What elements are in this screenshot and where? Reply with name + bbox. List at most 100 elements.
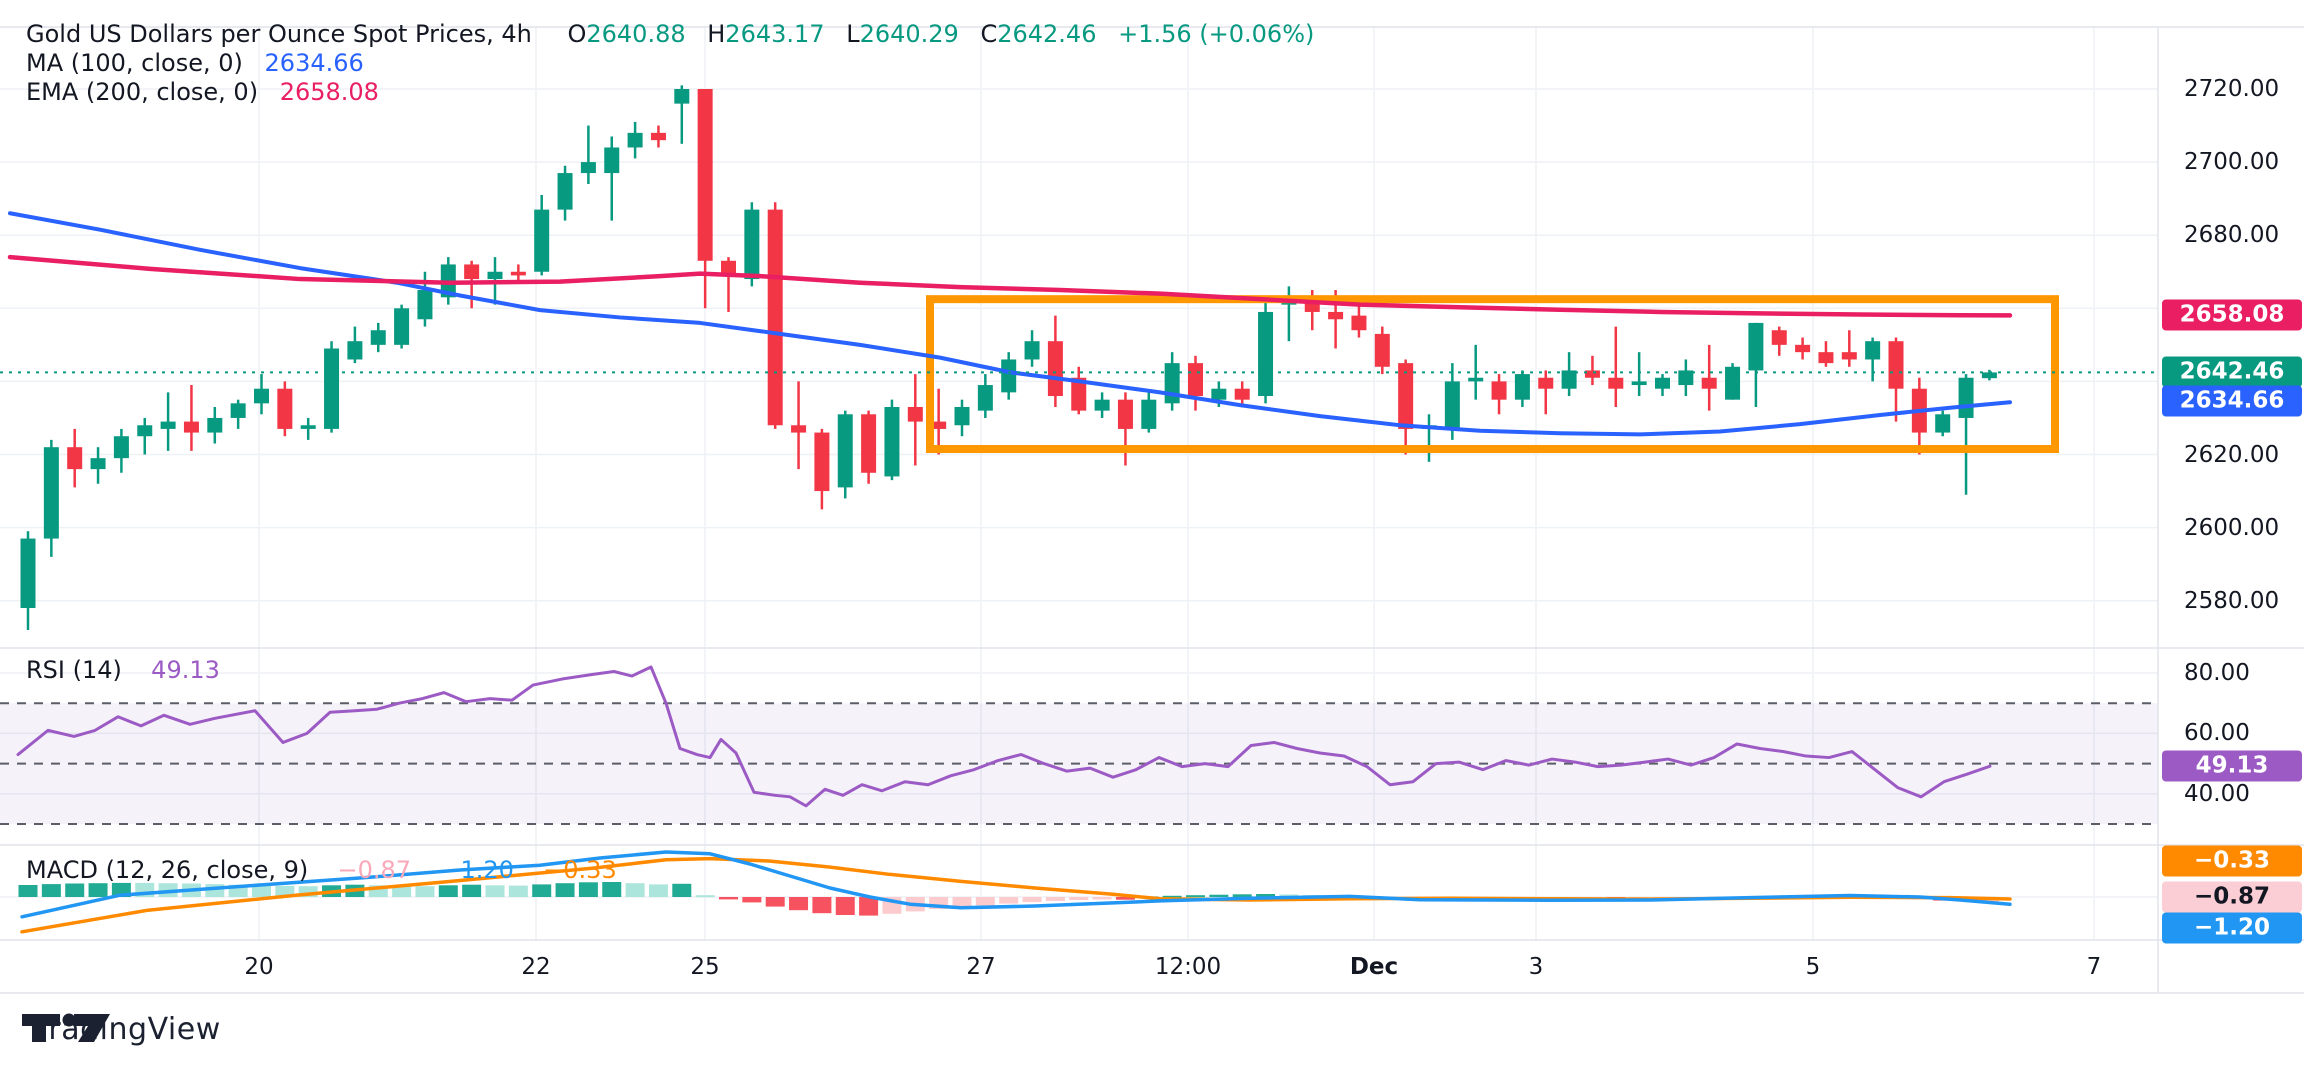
candle-body [884,406,900,477]
macd-histogram-bar [1022,897,1042,903]
ema-legend-row[interactable]: EMA (200, close, 0) 2658.08 [26,78,1314,107]
macd-histogram-bar [555,883,575,897]
candle-body [1117,399,1133,429]
candle-body [1351,315,1367,331]
last-price-badge: 2642.46 [2162,356,2302,388]
macd-histogram-bar [532,884,552,897]
macd-histogram-bar [392,885,412,897]
ma-value: 2634.66 [264,49,364,77]
time-axis-label: Dec [1349,954,1399,980]
macd-line-value: −1.20 [440,856,514,884]
price-axis-label: 2680.00 [2184,222,2280,249]
candle-body [837,414,853,488]
candle-body [1538,377,1554,389]
macd-histogram-bar [742,897,762,903]
candle-body [67,447,83,470]
macd-histogram-bar [275,885,295,897]
time-axis-label: 22 [521,954,551,980]
symbol-ohlc-row: Gold US Dollars per Ounce Spot Prices, 4… [26,20,1314,49]
ema200-line [7,254,2013,318]
rsi-axis-label: 40.00 [2184,780,2250,807]
macd-histogram-bar [438,885,458,897]
ma-label: MA (100, close, 0) [26,49,243,77]
symbol-legend[interactable]: Gold US Dollars per Ounce Spot Prices, 4… [26,20,1314,107]
candle-body [650,132,666,141]
macd-histogram-bar [1115,897,1135,900]
macd-line [20,850,2012,919]
macd-histogram-bar [368,885,388,897]
candle-body [627,132,643,148]
macd-value-badge: −0.33 [2162,845,2302,877]
rsi-legend-row[interactable]: RSI (14) 49.13 [26,656,220,684]
candle-body [137,425,153,437]
symbol-title: Gold US Dollars per Ounce Spot Prices, 4… [26,20,532,48]
candle-body [580,162,596,174]
rsi-axis-label: 80.00 [2184,660,2250,686]
candle-body [1304,300,1320,312]
candle-body [557,173,573,210]
candle-body [510,271,526,276]
candle-body [1444,381,1460,429]
macd-histogram-bar [812,897,832,914]
close-value: 2642.46 [997,20,1097,48]
macd-histogram-bar [625,883,645,897]
macd-value-badge: −1.20 [2162,912,2302,944]
candle-body [1001,359,1017,393]
candle-body [697,89,713,261]
macd-value-badge: −0.87 [2162,881,2302,913]
range-annotation-rect[interactable] [926,295,2059,454]
ma100-price-badge: 2634.66 [2162,385,2302,417]
macd-histogram-bar [578,882,598,897]
candle-body [1188,363,1203,397]
tradingview-watermark[interactable]: TradingView [22,1012,221,1047]
close-letter: C [980,20,998,48]
candle-body [674,89,690,104]
candle-body [954,406,970,426]
ma-legend-row[interactable]: MA (100, close, 0) 2634.66 [26,49,1314,78]
candle-body [1398,363,1414,429]
time-axis-label: 7 [2086,954,2102,980]
change-value: +1.56 (+0.06%) [1118,20,1315,48]
macd-histogram-bar [975,897,995,906]
candle-body [1024,341,1040,360]
macd-legend-row[interactable]: MACD (12, 26, close, 9) −0.87 −1.20 −0.3… [26,856,617,884]
candle-body [1725,366,1741,400]
candle-body [1771,330,1787,345]
candle-body [1468,377,1484,382]
candle-body [861,414,877,473]
macd-histogram-bar [508,885,528,897]
macd-histogram-bar [1186,895,1205,898]
candle-body [1234,388,1250,400]
rsi-label: RSI (14) [26,656,122,684]
candle-body [1561,370,1577,389]
candle-body [1678,370,1694,386]
candle-body [931,421,947,429]
low-letter: L [846,20,860,48]
candle-body [1841,352,1857,360]
candle-body [814,432,830,492]
candle-body [394,308,410,345]
candle-body [1164,363,1180,404]
candle-body [1655,377,1670,389]
rsi-value-badge: 49.13 [2162,750,2302,782]
candle-body [20,538,36,609]
macd-histogram-bar [41,884,61,897]
macd-histogram-bar [1069,897,1089,900]
candle-body [1631,381,1647,386]
ema-value: 2658.08 [279,78,379,106]
price-axis-label: 2720.00 [2184,76,2280,102]
macd-histogram-bar [485,885,505,897]
macd-histogram-bar [415,886,435,897]
rsi-value: 49.13 [151,656,220,684]
candle-body [370,330,386,345]
candle-body [417,290,433,320]
macd-histogram-bar [602,882,622,897]
candle-body [464,264,480,280]
macd-histogram-bar [18,885,38,897]
candle-body [1795,344,1811,353]
candle-body [487,271,503,280]
macd-histogram-bar [1279,894,1299,897]
low-value: 2640.29 [859,20,959,48]
